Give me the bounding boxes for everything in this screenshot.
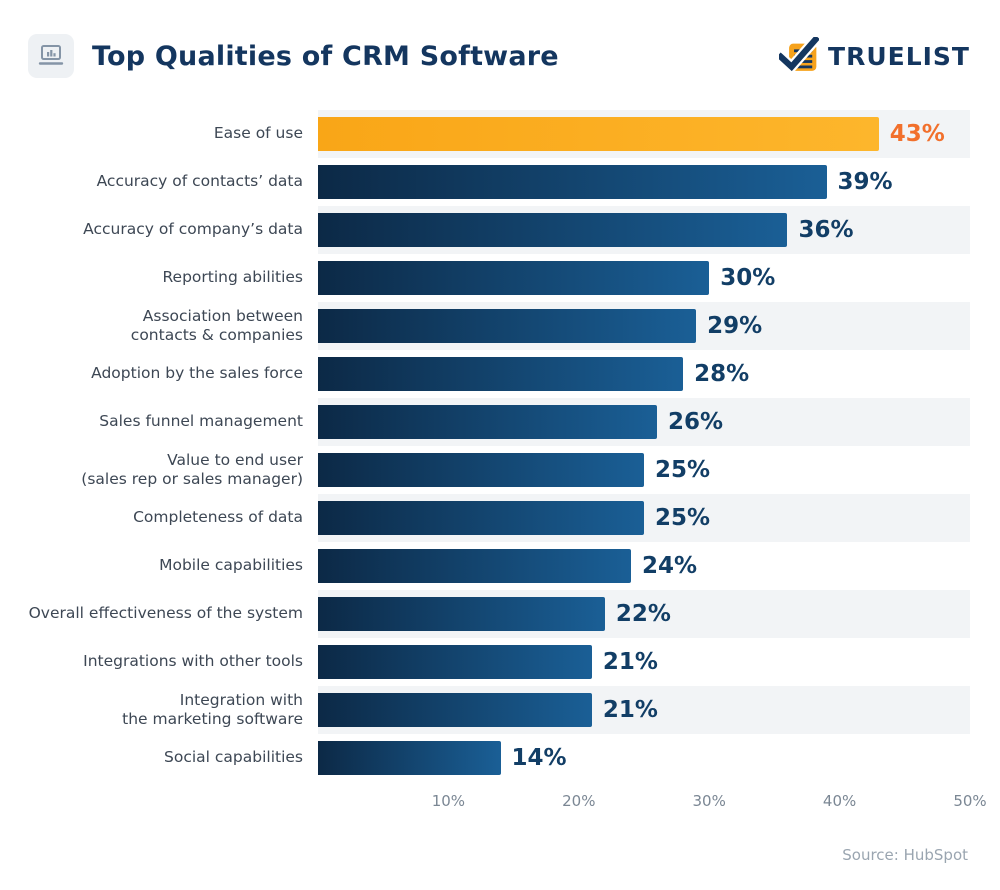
bar-row: Ease of use 43%: [0, 110, 1000, 158]
category-label: Association between contacts & companies: [130, 306, 303, 344]
axis-tick: 10%: [431, 792, 466, 810]
category-label: Integrations with other tools: [83, 652, 303, 671]
category-label: Accuracy of company’s data: [83, 220, 303, 239]
bar-row: Accuracy of contacts’ data 39%: [0, 158, 1000, 206]
value-label: 24%: [641, 553, 698, 579]
bar: [318, 165, 827, 199]
truelist-logo-icon: [779, 37, 820, 73]
category-label: Reporting abilities: [162, 268, 303, 287]
category-label: Overall effectiveness of the system: [28, 604, 303, 623]
bar-row: Social capabilities 14%: [0, 734, 1000, 782]
bar: [318, 693, 592, 727]
truelist-logo: TRUELIST: [779, 37, 970, 75]
bar-track: 43%: [318, 110, 970, 158]
header: Top Qualities of CRM Software TRUELIST: [0, 0, 1000, 78]
bar: [318, 213, 788, 247]
bar-track: 14%: [318, 734, 970, 782]
bar-track: 25%: [318, 446, 970, 494]
presentation-chart-icon: [28, 34, 74, 78]
value-label: 43%: [889, 121, 945, 147]
bar-track: 30%: [318, 254, 970, 302]
bar-track: 21%: [318, 638, 970, 686]
value-label: 26%: [668, 409, 724, 435]
value-label: 36%: [798, 217, 854, 243]
bar: [318, 453, 644, 487]
bar-track: 21%: [318, 686, 970, 734]
bar-track: 39%: [318, 158, 970, 206]
bar-highlight: [318, 117, 879, 151]
value-label: 30%: [720, 265, 776, 291]
bar-row: Mobile capabilities 24%: [0, 542, 1000, 590]
category-label: Value to end user (sales rep or sales ma…: [81, 450, 303, 488]
category-label: Mobile capabilities: [159, 556, 303, 575]
axis-tick: 30%: [692, 792, 726, 810]
x-axis: 10% 20% 30% 40% 50%: [318, 790, 987, 816]
axis-tick: 40%: [822, 792, 857, 810]
axis-tick: 20%: [562, 792, 596, 810]
bar-row: Value to end user (sales rep or sales ma…: [0, 446, 1000, 494]
bar-rows: Ease of use 43% Accuracy of contacts’ data…: [0, 110, 1000, 782]
bar-row: Accuracy of company’s data 36%: [0, 206, 1000, 254]
page-title: Top Qualities of CRM Software: [92, 40, 559, 72]
brand-name: TRUELIST: [828, 41, 970, 71]
bar: [318, 405, 658, 439]
value-label: 21%: [602, 697, 658, 723]
bar: [318, 261, 710, 295]
bar-chart: Ease of use 43% Accuracy of contacts’ data…: [0, 110, 1000, 816]
bar-track: 29%: [318, 302, 970, 350]
value-label: 25%: [655, 505, 711, 531]
bar-row: Adoption by the sales force 28%: [0, 350, 1000, 398]
bar-track: 22%: [318, 590, 970, 638]
bar-row: Overall effectiveness of the system 22%: [0, 590, 1000, 638]
value-label: 39%: [837, 169, 893, 195]
category-label: Social capabilities: [164, 748, 303, 767]
category-label: Ease of use: [213, 124, 303, 143]
bar-row: Integration with the marketing software 2…: [0, 686, 1000, 734]
value-label: 22%: [615, 601, 671, 627]
bar-row: Association between contacts & companies…: [0, 302, 1000, 350]
axis-tick: 50%: [953, 792, 987, 810]
category-label: Sales funnel management: [99, 412, 303, 431]
value-label: 29%: [707, 313, 763, 339]
bar: [318, 501, 644, 535]
category-label: Accuracy of contacts’ data: [96, 172, 303, 191]
bar: [318, 309, 697, 343]
bar: [318, 597, 605, 631]
value-label: 28%: [694, 361, 750, 387]
bar-track: 36%: [318, 206, 970, 254]
bar-track: 25%: [318, 494, 970, 542]
bar-row: Reporting abilities 30%: [0, 254, 1000, 302]
category-label: Adoption by the sales force: [91, 364, 303, 383]
bar: [318, 549, 631, 583]
value-label: 25%: [655, 457, 711, 483]
bar-track: 24%: [318, 542, 970, 590]
source-attribution: Source: HubSpot: [842, 846, 968, 864]
bar: [318, 741, 501, 775]
bar-track: 26%: [318, 398, 970, 446]
bar-track: 28%: [318, 350, 970, 398]
bar-row: Integrations with other tools 21%: [0, 638, 1000, 686]
bar: [318, 645, 592, 679]
bar-row: Sales funnel management 26%: [0, 398, 1000, 446]
category-label: Integration with the marketing software: [122, 690, 303, 728]
value-label: 21%: [602, 649, 658, 675]
value-label: 14%: [511, 745, 567, 771]
category-label: Completeness of data: [133, 508, 303, 527]
bar: [318, 357, 684, 391]
bar-row: Completeness of data 25%: [0, 494, 1000, 542]
